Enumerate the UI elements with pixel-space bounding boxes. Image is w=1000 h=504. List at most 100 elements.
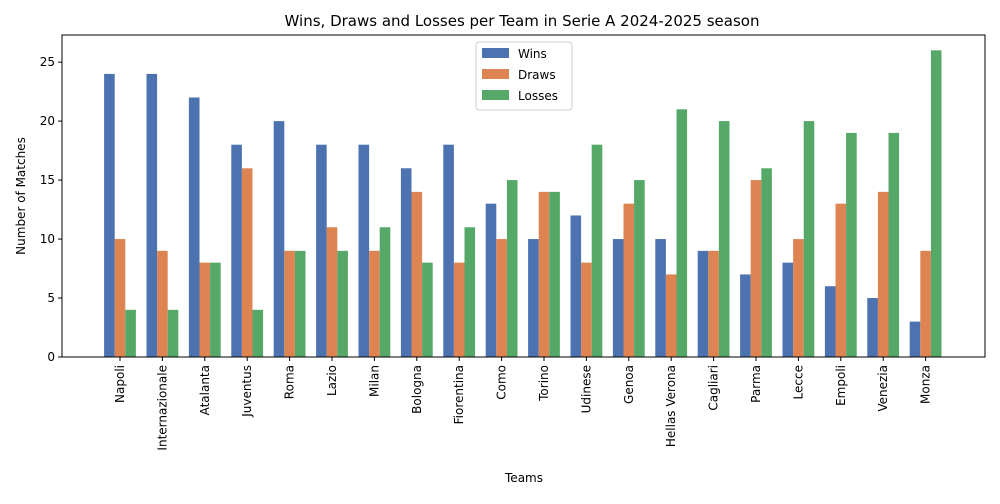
bar-wins-hellas-verona [655, 239, 666, 357]
y-tick-label: 5 [47, 291, 55, 305]
bar-wins-milan [358, 144, 370, 357]
x-tick-label: Atalanta [198, 365, 212, 415]
bar-wins-napoli [104, 73, 115, 358]
bar-draws-atalanta [199, 262, 211, 357]
legend-label-draws: Draws [518, 68, 556, 82]
bar-wins-como [485, 203, 497, 357]
bar-draws-cagliari [708, 250, 719, 357]
x-tick-label: Genoa [622, 365, 636, 404]
y-tick-label: 15 [40, 173, 55, 187]
bar-draws-torino [538, 191, 550, 357]
bar-losses-roma [294, 250, 306, 357]
bar-draws-bologna [411, 191, 423, 357]
bar-wins-genoa [612, 239, 624, 357]
bar-draws-como [496, 239, 507, 357]
legend-label-wins: Wins [518, 47, 547, 61]
x-tick-label: Parma [749, 365, 763, 403]
bar-wins-venezia [867, 298, 878, 357]
y-tick-label: 20 [40, 114, 55, 128]
bar-draws-genoa [623, 203, 635, 357]
x-tick-label: Torino [537, 365, 551, 402]
bar-wins-fiorentina [443, 144, 454, 357]
bar-wins-bologna [400, 168, 412, 357]
bar-wins-atalanta [188, 97, 200, 357]
bar-losses-venezia [888, 132, 900, 357]
bar-draws-lecce [793, 239, 804, 357]
bar-losses-fiorentina [464, 227, 476, 357]
x-tick-label: Venezia [876, 365, 890, 412]
bar-losses-parma [761, 168, 772, 357]
bar-wins-roma [273, 121, 285, 357]
x-tick-label: Internazionale [155, 365, 169, 451]
bar-wins-parma [740, 274, 751, 357]
bar-losses-como [506, 180, 518, 357]
bar-losses-hellas-verona [676, 109, 688, 357]
y-axis-title: Number of Matches [14, 137, 28, 255]
y-tick-label: 0 [47, 350, 55, 364]
legend-swatch-losses [482, 90, 509, 100]
bar-wins-monza [909, 321, 921, 357]
legend-swatch-wins [482, 48, 509, 58]
bar-wins-lecce [782, 262, 794, 357]
bar-losses-atalanta [210, 262, 221, 357]
plot-frame [61, 34, 986, 358]
bar-wins-internazionale [146, 73, 158, 358]
bar-losses-empoli [846, 132, 857, 357]
bar-wins-cagliari [697, 250, 709, 357]
bar-losses-monza [930, 50, 942, 357]
y-tick-label: 10 [40, 232, 55, 246]
bar-losses-udinese [591, 144, 603, 357]
bar-losses-internazionale [167, 309, 179, 357]
bar-wins-lazio [316, 144, 327, 357]
x-tick-label: Milan [367, 365, 381, 397]
bar-wins-torino [528, 239, 539, 357]
bar-draws-milan [369, 250, 380, 357]
x-tick-label: Monza [919, 365, 933, 404]
x-tick-label: Cagliari [707, 365, 721, 411]
legend: Wins Draws Losses [475, 41, 573, 111]
bar-draws-hellas-verona [665, 274, 677, 357]
x-tick-label: Hellas Verona [664, 365, 678, 447]
bar-draws-venezia [877, 191, 889, 357]
bar-draws-lazio [326, 227, 338, 357]
bar-losses-lecce [803, 121, 815, 357]
bar-wins-udinese [570, 215, 582, 357]
bar-losses-genoa [634, 180, 645, 357]
x-tick-label: Udinese [579, 365, 593, 413]
bar-losses-torino [549, 191, 560, 357]
y-tick-label: 25 [40, 55, 55, 69]
bar-draws-monza [920, 250, 931, 357]
bar-losses-bologna [422, 262, 433, 357]
bar-wins-empoli [824, 286, 836, 357]
x-tick-label: Como [495, 365, 509, 400]
bar-draws-fiorentina [453, 262, 465, 357]
x-tick-label: Empoli [834, 365, 848, 406]
bars-group [104, 50, 942, 358]
bar-losses-milan [379, 227, 391, 357]
legend-label-losses: Losses [518, 89, 558, 103]
bar-draws-parma [750, 180, 762, 357]
x-tick-label: Napoli [113, 365, 127, 403]
bar-losses-juventus [252, 309, 264, 357]
x-tick-label: Fiorentina [452, 365, 466, 424]
x-tick-label: Lazio [325, 365, 339, 396]
x-tick-label: Roma [283, 365, 297, 399]
chart-title: Wins, Draws and Losses per Team in Serie… [285, 12, 760, 30]
x-axis-title: Teams [504, 471, 543, 485]
bar-draws-napoli [114, 239, 126, 357]
bar-losses-lazio [337, 250, 348, 357]
x-tick-label: Bologna [410, 365, 424, 414]
bar-draws-internazionale [157, 250, 168, 357]
axes-group: 0 5 10 15 20 25 Napoli Internazionale Atalanta Ju… [40, 34, 986, 451]
bar-draws-empoli [835, 203, 847, 357]
legend-swatch-draws [482, 69, 509, 79]
bar-draws-udinese [581, 262, 592, 357]
bar-losses-cagliari [718, 121, 730, 357]
bar-losses-napoli [125, 309, 136, 357]
bar-draws-juventus [241, 168, 253, 357]
x-tick-label: Juventus [240, 365, 254, 418]
bar-wins-juventus [231, 144, 242, 357]
x-tick-label: Lecce [791, 365, 805, 399]
